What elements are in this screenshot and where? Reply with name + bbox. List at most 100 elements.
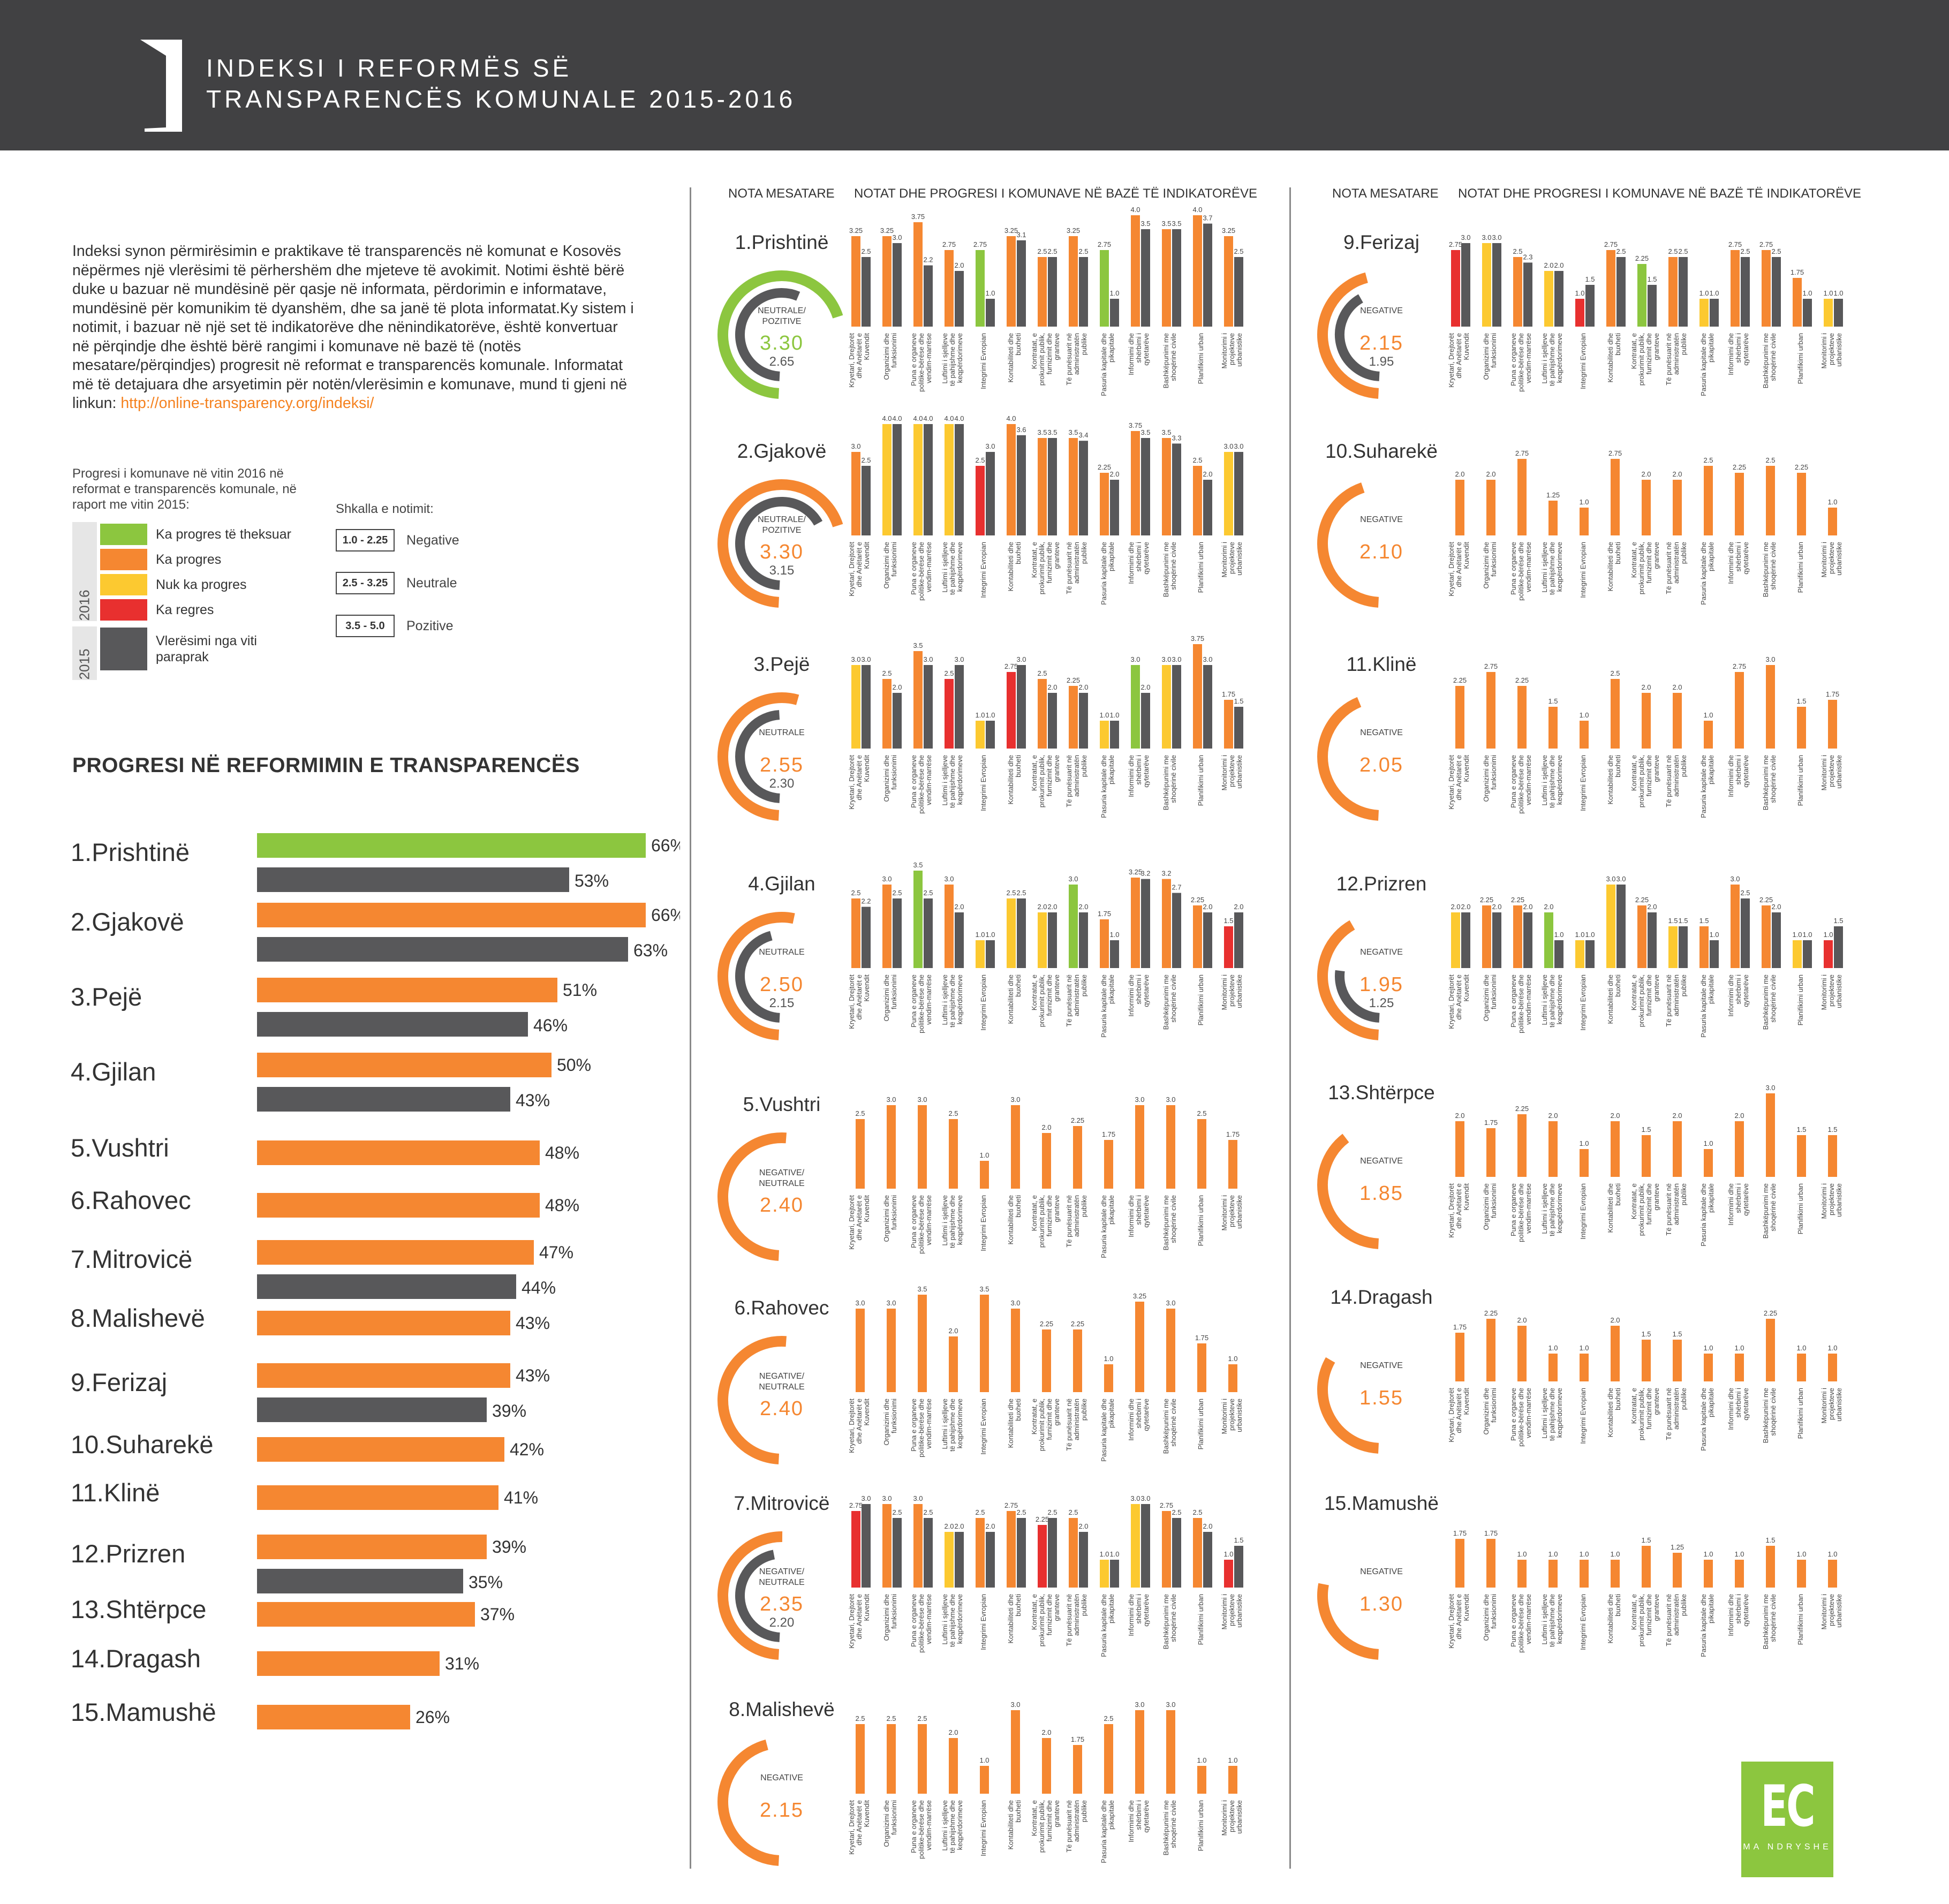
municipality-chart: 8.Malishevë NEGATIVE 2.15 2.5 Kryetari, Drej… [717,1698,1243,1866]
indicator-label: Informimi dheshërbimi iqytetarëve [1127,974,1150,1017]
gauge-rating-label: NEGATIVE/ [759,1168,805,1177]
indicator-value-2015: 2.0 [954,1522,964,1530]
scale-item: 2.5 - 3.25 Neutrale [336,572,457,594]
indicator-bar-2015 [1834,926,1843,968]
indicator-bar-2015 [893,1518,902,1588]
indicator-bar-2016 [1228,1140,1237,1189]
indicator-value-2016: 4.0 [1006,414,1016,422]
indicator-value-2016: 3.5 [979,1285,989,1293]
progress-value-2016: 26% [416,1707,450,1727]
indicator-value-2015: 1.0 [1109,931,1119,939]
indicator-bar-2015 [1523,262,1532,327]
indicator-label: Pasuria kapitale dhepikapitale [1100,1195,1115,1258]
indicator-value-2015: 3.0 [923,655,933,663]
indicator-bar-2016 [1704,466,1713,535]
year-2016-label: 2016 [72,522,97,621]
indicator-value-2015: 1.5 [1585,275,1595,283]
indicator-bar-2015 [1079,441,1088,535]
indicator-value-2015: 3.7 [1203,214,1212,222]
indicator-label: Planifikimi urban [1796,1594,1804,1645]
progress-bar-2015 [257,1087,510,1112]
indicator-value-2016: 3.0 [886,1299,896,1307]
indicator-bar-2015 [1710,940,1719,968]
indicator-bar-2016 [1455,686,1464,749]
indicator-label: Bashkëpunimi meshoqërinë civile [1162,1594,1177,1649]
indicator-label: Kryetari, Drejtorëtdhe Anëtarët eKuvendi… [1447,974,1470,1029]
indicator-bar-2015 [1616,257,1626,327]
indicator-label: Të punësuarit nëadministratënpublike [1665,333,1688,386]
indicator-label: Luftimi i sjelljevetë pahijshme dhekeqpë… [1540,1183,1563,1236]
gauge-average-value: 3.30 [760,332,804,354]
indicator-value-2016: 4.0 [882,414,892,422]
indicator-value-2016: 2.0 [948,1327,958,1335]
indicator-value-2016: 1.0 [1575,289,1584,297]
indicator-bar-2016 [1735,672,1744,749]
legend-swatch-gray [100,628,147,670]
indicator-label: Të punësuarit nëadministratënpublike [1065,1399,1088,1451]
indicator-bar-2015 [1017,240,1026,327]
indicator-value-2016: 2.75 [1098,240,1111,248]
indicator-value-2015: 2.5 [1047,247,1057,255]
indicator-value-2016: 2.0 [1672,683,1682,691]
indicator-label: Integrimi Evropian [979,974,987,1031]
indicator-value-2015: 2.5 [1234,247,1243,255]
progress-category-label: 2.Gjakovë [71,908,184,936]
indicator-label: Puna e organevepolitike-bërëse dhevendim… [1509,974,1532,1033]
indicator-bar-2015 [1141,1504,1150,1588]
indicator-value-2015: 1.0 [1585,931,1595,939]
indicator-bar-2016 [1042,1133,1051,1189]
gauge-arc-2016 [717,912,795,1040]
indicator-label: Informimi dheshërbimi iqytetarëve [1127,542,1150,584]
indicator-bar-2015 [1834,299,1843,327]
indicator-value-2015: 2.0 [1554,261,1563,269]
legend-swatch-red [100,599,147,621]
indicator-bar-2015 [1141,438,1150,535]
indicator-label: Organizimi dhefunksionimi [882,974,898,1022]
progress-value-2016: 48% [545,1196,579,1215]
indicator-bar-2016 [976,1518,985,1588]
indicator-bar-2015 [1648,285,1657,327]
gauge-previous-value: 2.15 [769,996,795,1010]
indicator-bar-2015 [862,257,871,327]
indicator-bar-2016 [945,885,954,968]
indicator-value-2016: 2.25 [1480,896,1493,904]
indicator-bar-2016 [1224,700,1233,749]
indicator-label: Informimi dheshërbimi iqytetarëve [1127,1800,1150,1842]
indicator-label: Kontabiliteti dhebuxheti [1606,1388,1622,1438]
indicator-value-2016: 2.25 [1515,676,1529,684]
indicator-label: Kontabiliteti dhebuxheti [1606,333,1622,383]
indicator-value-2016: 2.0 [1544,261,1553,269]
indicator-bar-2016 [1637,264,1646,327]
indicator-value-2016: 1.75 [1222,690,1235,698]
intro-link[interactable]: http://online-transparency.org/indeksi/ [120,395,374,412]
indicator-bar-2015 [924,1518,933,1588]
indicator-bar-2016 [1100,721,1109,749]
indicator-label: Kryetari, Drejtorëtdhe Anëtarët eKuvendi… [848,1195,871,1250]
progress-category-label: 4.Gjilan [71,1057,156,1086]
gauge-average-value: 1.95 [1359,973,1403,996]
indicator-value-2016: 3.75 [1191,634,1204,643]
indicator-bar-2015 [862,906,871,968]
indicator-value-2016: 1.5 [1641,1125,1651,1134]
indicator-value-2015: 3.0 [1203,655,1212,663]
indicator-bar-2016 [1704,1354,1713,1381]
indicator-label: Integrimi Evropian [979,1800,987,1856]
indicator-bar-2016 [1162,665,1171,749]
indicator-value-2016: 1.0 [1823,931,1833,939]
indicator-value-2016: 2.25 [1098,463,1111,471]
progress-bar-2016 [257,1363,510,1388]
indicator-value-2016: 2.5 [882,669,892,677]
indicator-label: Integrimi Evropian [979,1399,987,1455]
progress-chart-title: PROGRESI NË REFORMIMIN E TRANSPARENCËS [72,754,580,777]
gauge-rating-label: NEUTRALE [759,948,804,957]
gauge-rating-label: NEGATIVE [1360,306,1403,315]
indicator-bar-2016 [1517,459,1527,535]
indicator-bar-2015 [1141,229,1150,327]
indicator-value-2016: 1.0 [1699,289,1709,297]
indicator-value-2016: 2.25 [1040,1320,1053,1328]
indicator-label: Informimi dheshërbimi iqytetarëve [1127,1399,1150,1441]
municipality-title: 6.Rahovec [735,1297,829,1319]
gauge-arc-2016 [717,1132,787,1261]
indicator-label: Puna e organevepolitike-bërëse dhevendim… [1509,542,1532,601]
progress-bar-2015 [257,937,628,962]
